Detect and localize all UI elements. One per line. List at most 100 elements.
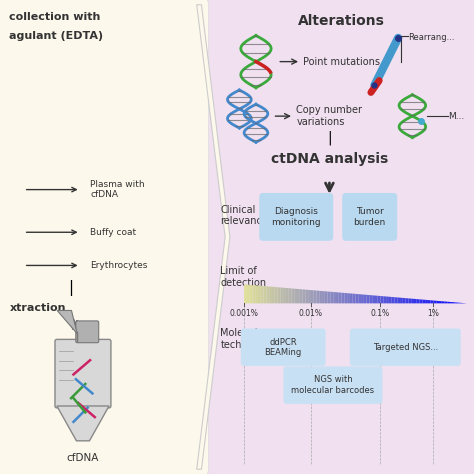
Text: agulant (EDTA): agulant (EDTA) [9, 31, 104, 41]
Polygon shape [369, 295, 372, 303]
FancyBboxPatch shape [259, 193, 333, 241]
FancyBboxPatch shape [350, 328, 461, 366]
Polygon shape [358, 294, 361, 303]
Polygon shape [406, 298, 409, 303]
Text: Clinical
relevance: Clinical relevance [220, 205, 268, 227]
Polygon shape [353, 294, 356, 303]
Polygon shape [364, 295, 367, 303]
Polygon shape [394, 297, 397, 303]
Text: Copy number
variations: Copy number variations [296, 105, 362, 127]
Polygon shape [372, 295, 375, 303]
Polygon shape [389, 297, 392, 303]
Polygon shape [319, 291, 322, 303]
Polygon shape [342, 292, 344, 303]
Polygon shape [447, 302, 450, 303]
FancyBboxPatch shape [283, 366, 383, 404]
Polygon shape [350, 293, 353, 303]
Text: Tumor
burden: Tumor burden [354, 207, 386, 227]
FancyBboxPatch shape [76, 321, 99, 343]
Text: Targeted NGS...: Targeted NGS... [373, 343, 438, 352]
Polygon shape [386, 297, 389, 303]
FancyBboxPatch shape [55, 339, 111, 408]
Polygon shape [305, 290, 308, 303]
Polygon shape [336, 292, 339, 303]
Polygon shape [431, 301, 433, 303]
Polygon shape [302, 289, 305, 303]
Polygon shape [272, 287, 275, 303]
Polygon shape [247, 284, 250, 303]
FancyBboxPatch shape [241, 328, 326, 366]
Polygon shape [300, 289, 302, 303]
Text: 0.001%: 0.001% [230, 309, 258, 318]
Polygon shape [255, 285, 258, 303]
Polygon shape [244, 284, 247, 303]
Polygon shape [347, 293, 350, 303]
Polygon shape [333, 292, 336, 303]
Text: xtraction: xtraction [9, 303, 66, 313]
Text: Erythrocytes: Erythrocytes [90, 261, 147, 270]
Polygon shape [314, 290, 317, 303]
Text: cfDNA: cfDNA [67, 453, 99, 463]
Text: 0.1%: 0.1% [371, 309, 390, 318]
Polygon shape [383, 296, 386, 303]
Polygon shape [277, 287, 280, 303]
Polygon shape [456, 302, 458, 303]
Polygon shape [330, 292, 333, 303]
Polygon shape [328, 292, 330, 303]
Text: collection with: collection with [9, 12, 101, 22]
Polygon shape [392, 297, 394, 303]
Polygon shape [339, 292, 342, 303]
Polygon shape [419, 300, 422, 303]
Polygon shape [409, 299, 411, 303]
Polygon shape [400, 298, 403, 303]
Text: Diagnosis
monitoring: Diagnosis monitoring [272, 207, 321, 227]
Polygon shape [436, 301, 439, 303]
Text: |: | [327, 130, 332, 145]
Text: |: | [69, 280, 73, 296]
Polygon shape [356, 294, 358, 303]
Polygon shape [57, 406, 109, 441]
Text: NGS with
molecular barcodes: NGS with molecular barcodes [292, 375, 374, 395]
Text: ctDNA analysis: ctDNA analysis [271, 152, 388, 166]
FancyBboxPatch shape [0, 0, 209, 474]
Polygon shape [433, 301, 436, 303]
Polygon shape [378, 296, 381, 303]
Polygon shape [381, 296, 383, 303]
Polygon shape [450, 302, 453, 303]
Polygon shape [397, 298, 400, 303]
Polygon shape [317, 291, 319, 303]
Polygon shape [264, 286, 266, 303]
Polygon shape [266, 286, 269, 303]
Polygon shape [322, 291, 325, 303]
Text: Alterations: Alterations [298, 14, 385, 28]
Polygon shape [286, 288, 289, 303]
Text: Limit of
detection: Limit of detection [220, 266, 266, 288]
Polygon shape [411, 299, 414, 303]
Text: 0.01%: 0.01% [299, 309, 323, 318]
Text: Plasma with
cfDNA: Plasma with cfDNA [90, 180, 145, 199]
Text: Buffy coat: Buffy coat [90, 228, 136, 237]
Polygon shape [261, 286, 264, 303]
Polygon shape [57, 310, 77, 334]
Polygon shape [442, 301, 445, 303]
Polygon shape [275, 287, 277, 303]
Polygon shape [445, 301, 447, 303]
Polygon shape [294, 289, 297, 303]
Polygon shape [422, 300, 425, 303]
Polygon shape [311, 290, 314, 303]
Polygon shape [280, 287, 283, 303]
Polygon shape [297, 289, 300, 303]
Polygon shape [453, 302, 456, 303]
Text: Point mutations: Point mutations [303, 56, 380, 67]
Polygon shape [439, 301, 442, 303]
Text: ddPCR
BEAMing: ddPCR BEAMing [264, 337, 302, 357]
Polygon shape [292, 288, 294, 303]
Polygon shape [250, 285, 253, 303]
Polygon shape [344, 293, 347, 303]
Polygon shape [403, 298, 406, 303]
Polygon shape [289, 288, 292, 303]
Polygon shape [258, 285, 261, 303]
Polygon shape [375, 296, 378, 303]
Polygon shape [414, 299, 417, 303]
Polygon shape [417, 299, 419, 303]
